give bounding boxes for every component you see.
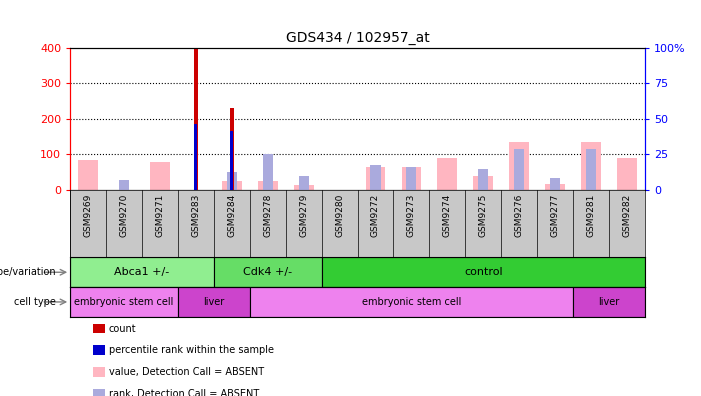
Text: liver: liver	[203, 297, 224, 307]
Bar	[119, 181, 129, 190]
Bar	[258, 181, 278, 190]
Text: Cdk4 +/-: Cdk4 +/-	[243, 267, 292, 277]
Text: Abca1 +/-: Abca1 +/-	[114, 267, 170, 277]
Text: genotype/variation: genotype/variation	[0, 267, 56, 277]
Bar	[510, 142, 529, 190]
Bar	[79, 160, 98, 190]
Bar	[550, 178, 560, 190]
Text: GSM9273: GSM9273	[407, 193, 416, 237]
Bar	[230, 131, 233, 190]
Title: GDS434 / 102957_at: GDS434 / 102957_at	[285, 31, 430, 45]
Text: GSM9269: GSM9269	[83, 193, 93, 237]
Bar	[581, 142, 601, 190]
Bar	[178, 287, 250, 317]
Bar	[322, 257, 645, 287]
Text: GSM9282: GSM9282	[622, 193, 632, 237]
Bar	[294, 185, 313, 190]
Bar	[407, 167, 416, 190]
Bar	[545, 184, 565, 190]
Bar	[478, 169, 489, 190]
Bar	[214, 257, 322, 287]
Bar	[194, 124, 198, 190]
Bar	[226, 172, 237, 190]
Text: value, Detection Call = ABSENT: value, Detection Call = ABSENT	[109, 367, 264, 377]
Bar	[70, 287, 178, 317]
Text: liver: liver	[599, 297, 620, 307]
Text: embryonic stem cell: embryonic stem cell	[362, 297, 461, 307]
Text: GSM9281: GSM9281	[587, 193, 596, 237]
Text: GSM9279: GSM9279	[299, 193, 308, 237]
Text: control: control	[464, 267, 503, 277]
Text: GSM9284: GSM9284	[227, 193, 236, 237]
Bar	[222, 181, 242, 190]
Text: GSM9277: GSM9277	[550, 193, 559, 237]
Text: GSM9280: GSM9280	[335, 193, 344, 237]
Text: GSM9278: GSM9278	[263, 193, 272, 237]
Text: count: count	[109, 324, 136, 334]
Bar	[150, 162, 170, 190]
Text: cell type: cell type	[14, 297, 56, 307]
Text: GSM9274: GSM9274	[443, 193, 452, 237]
Text: GSM9270: GSM9270	[119, 193, 128, 237]
Bar	[402, 167, 421, 190]
Text: GSM9283: GSM9283	[191, 193, 200, 237]
Text: embryonic stem cell: embryonic stem cell	[74, 297, 174, 307]
Text: GSM9272: GSM9272	[371, 193, 380, 237]
Bar	[514, 149, 524, 190]
Bar	[193, 48, 198, 190]
Text: GSM9276: GSM9276	[515, 193, 524, 237]
Bar	[617, 158, 637, 190]
Text: GSM9275: GSM9275	[479, 193, 488, 237]
Bar	[473, 176, 493, 190]
Text: GSM9271: GSM9271	[156, 193, 165, 237]
Bar	[70, 257, 214, 287]
Bar	[263, 154, 273, 190]
Bar	[230, 108, 234, 190]
Bar	[370, 165, 381, 190]
Text: rank, Detection Call = ABSENT: rank, Detection Call = ABSENT	[109, 389, 259, 396]
Bar	[299, 176, 308, 190]
Bar	[573, 287, 645, 317]
Bar	[366, 167, 386, 190]
Bar	[586, 149, 596, 190]
Bar	[250, 287, 573, 317]
Text: percentile rank within the sample: percentile rank within the sample	[109, 345, 273, 356]
Bar	[437, 158, 457, 190]
